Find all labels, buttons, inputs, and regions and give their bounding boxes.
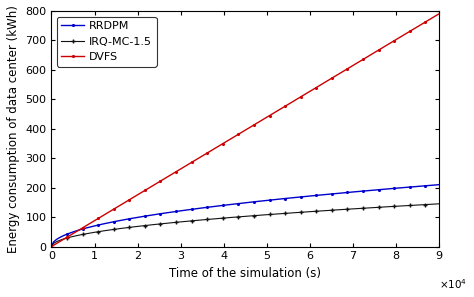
DVFS	[72, 231, 78, 234]
DVFS	[64, 236, 70, 239]
DVFS	[417, 24, 422, 27]
DVFS	[436, 12, 442, 16]
IRQ-MC-1.5	[64, 236, 70, 240]
IRQ-MC-1.5	[121, 226, 127, 230]
IRQ-MC-1.5	[417, 203, 422, 207]
IRQ-MC-1.5	[152, 223, 157, 226]
DVFS	[152, 183, 157, 186]
RRDPM	[64, 232, 70, 236]
DVFS	[403, 32, 409, 36]
RRDPM	[121, 218, 127, 222]
RRDPM	[417, 184, 422, 188]
Y-axis label: Energy consumption of data center (kWh): Energy consumption of data center (kWh)	[7, 5, 20, 253]
RRDPM	[152, 213, 157, 217]
IRQ-MC-1.5	[49, 245, 55, 248]
RRDPM	[72, 230, 78, 233]
Text: $\times10^4$: $\times10^4$	[439, 277, 467, 291]
Line: IRQ-MC-1.5: IRQ-MC-1.5	[50, 202, 441, 248]
RRDPM	[403, 186, 409, 189]
IRQ-MC-1.5	[403, 204, 409, 208]
Line: RRDPM: RRDPM	[50, 183, 441, 248]
Line: DVFS: DVFS	[50, 12, 441, 248]
DVFS	[121, 201, 127, 205]
DVFS	[49, 245, 55, 248]
IRQ-MC-1.5	[72, 234, 78, 238]
IRQ-MC-1.5	[436, 202, 442, 206]
X-axis label: Time of the simulation (s): Time of the simulation (s)	[169, 267, 321, 280]
RRDPM	[49, 245, 55, 248]
RRDPM	[436, 183, 442, 187]
Legend: RRDPM, IRQ-MC-1.5, DVFS: RRDPM, IRQ-MC-1.5, DVFS	[57, 17, 157, 67]
